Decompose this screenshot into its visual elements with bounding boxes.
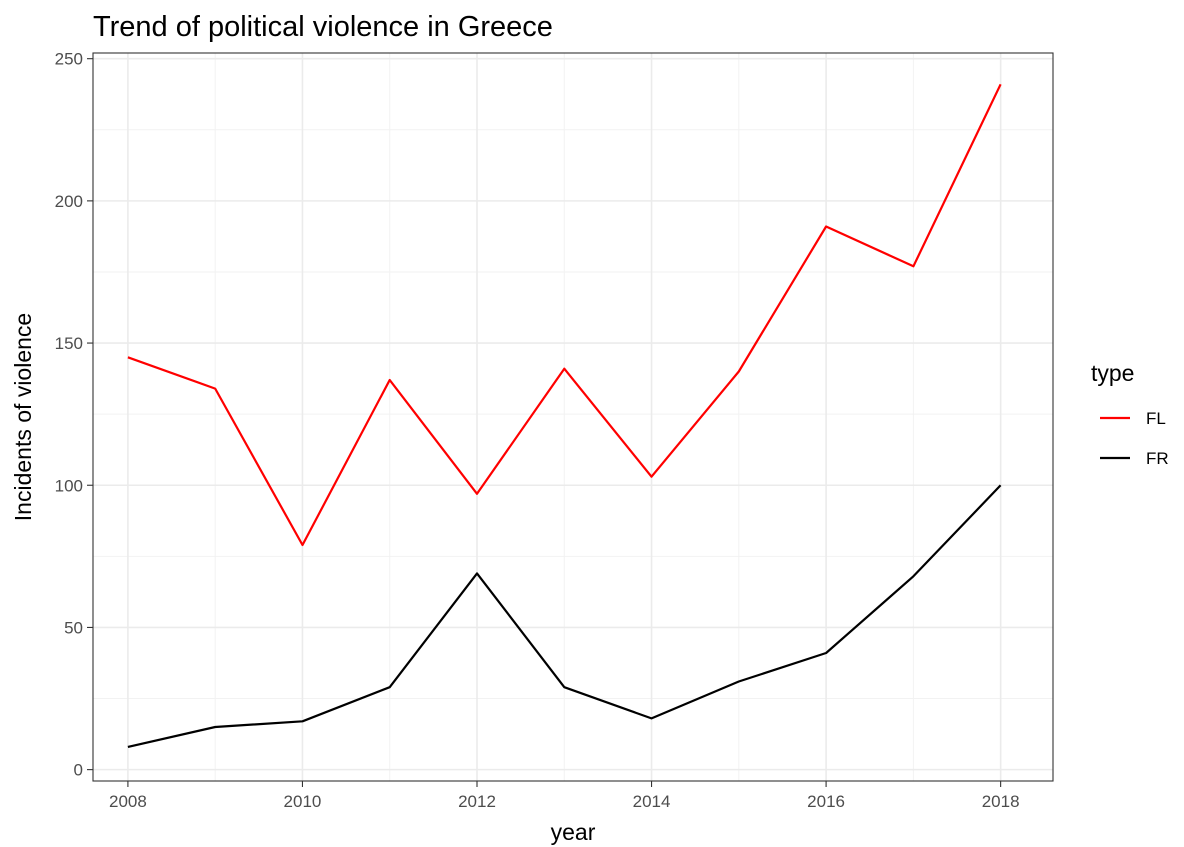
x-axis-ticks: 2008 2010 2012 2014 2016 2018 <box>109 781 1020 811</box>
legend-title: type <box>1091 360 1134 386</box>
grid-major <box>93 53 1053 781</box>
series-line-fl <box>127 83 1002 547</box>
x-axis-title: year <box>551 819 596 845</box>
y-tick-label: 200 <box>55 192 83 211</box>
grid-minor <box>93 53 1053 781</box>
chart-title: Trend of political violence in Greece <box>93 11 553 43</box>
x-tick-label: 2014 <box>633 792 671 811</box>
y-tick-label: 0 <box>74 761 83 780</box>
legend-label-fr: FR <box>1146 449 1169 468</box>
x-tick-label: 2010 <box>284 792 322 811</box>
series-lines <box>127 83 1002 748</box>
y-tick-label: 100 <box>55 476 83 495</box>
series-line-fr <box>127 484 1002 748</box>
plot-border <box>92 52 1054 782</box>
y-tick-label: 150 <box>55 334 83 353</box>
y-axis-ticks: 0 50 100 150 200 250 <box>55 50 93 780</box>
legend: type FL FR <box>1091 360 1169 468</box>
x-tick-label: 2012 <box>458 792 496 811</box>
y-axis-title: Incidents of violence <box>10 313 36 521</box>
x-tick-label: 2016 <box>807 792 845 811</box>
x-tick-label: 2008 <box>109 792 147 811</box>
legend-label-fl: FL <box>1146 409 1166 428</box>
y-tick-label: 250 <box>55 50 83 69</box>
x-tick-label: 2018 <box>982 792 1020 811</box>
plot-background <box>93 53 1053 781</box>
y-tick-label: 50 <box>64 618 83 637</box>
